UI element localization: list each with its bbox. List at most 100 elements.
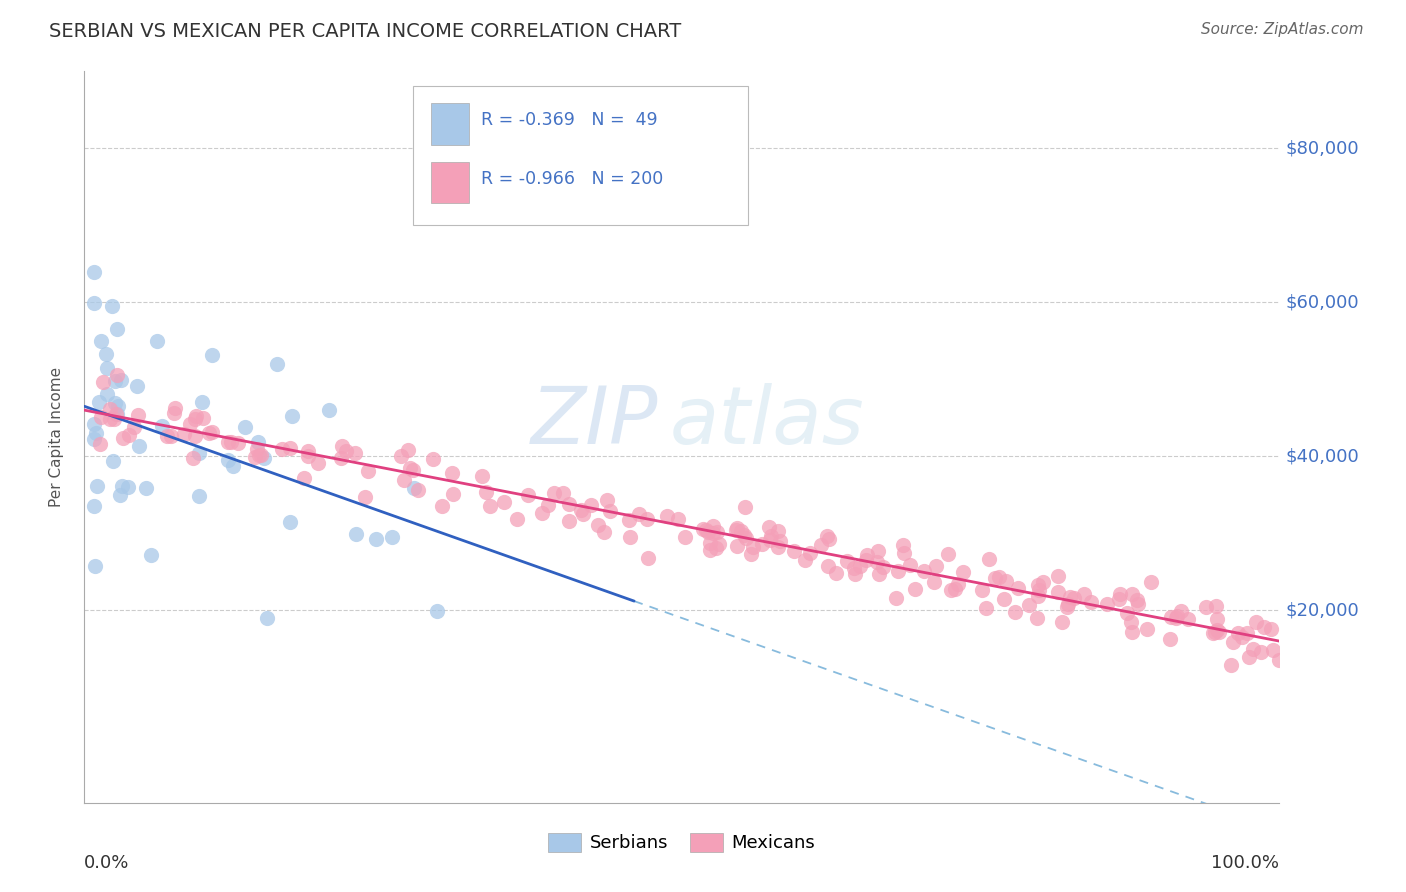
Point <box>256 611 278 625</box>
Point <box>366 532 388 546</box>
Text: $60,000: $60,000 <box>1285 293 1360 311</box>
Point <box>856 548 879 562</box>
Point <box>235 420 257 434</box>
Point <box>637 551 659 566</box>
Point <box>571 502 593 516</box>
Point <box>160 428 183 442</box>
Point <box>725 521 748 535</box>
Point <box>941 583 963 598</box>
Point <box>91 375 114 389</box>
Point <box>987 570 1010 584</box>
Point <box>516 488 538 502</box>
Text: atlas: atlas <box>671 384 865 461</box>
Point <box>181 451 204 466</box>
Point <box>849 558 872 573</box>
Point <box>1206 624 1229 638</box>
Point <box>201 425 224 439</box>
Point <box>900 558 922 572</box>
Point <box>1208 625 1230 640</box>
Point <box>297 449 319 463</box>
Point <box>89 395 111 409</box>
Point <box>83 296 105 310</box>
Point <box>799 546 821 560</box>
Point <box>1059 590 1081 604</box>
Point <box>551 486 574 500</box>
Point <box>110 373 132 387</box>
Legend: Serbians, Mexicans: Serbians, Mexicans <box>541 826 823 860</box>
Point <box>702 519 724 533</box>
Point <box>1032 574 1054 589</box>
Point <box>103 374 125 388</box>
Point <box>995 574 1018 589</box>
Point <box>1205 599 1227 614</box>
Point <box>430 499 453 513</box>
Point <box>280 442 302 456</box>
Point <box>222 458 245 473</box>
Point <box>83 417 105 432</box>
Point <box>1126 597 1149 611</box>
Point <box>479 500 502 514</box>
Point <box>977 551 1000 566</box>
Point <box>1236 626 1258 640</box>
Point <box>1237 649 1260 664</box>
Point <box>543 486 565 500</box>
Point <box>537 499 560 513</box>
Point <box>318 403 340 417</box>
Point <box>86 478 108 492</box>
Text: 0.0%: 0.0% <box>84 854 129 872</box>
Point <box>441 487 464 501</box>
Point <box>596 493 619 508</box>
Point <box>101 453 124 467</box>
Point <box>184 409 207 423</box>
Point <box>1121 624 1143 639</box>
Point <box>163 406 186 420</box>
Point <box>90 409 112 424</box>
Point <box>98 402 121 417</box>
Point <box>217 435 239 450</box>
Point <box>156 428 179 442</box>
Point <box>1261 642 1284 657</box>
Point <box>872 559 894 574</box>
Point <box>1166 611 1188 625</box>
Point <box>246 442 269 457</box>
Point <box>494 494 516 508</box>
Point <box>740 548 762 562</box>
Point <box>335 443 357 458</box>
Point <box>184 412 207 426</box>
Point <box>1125 593 1147 607</box>
Point <box>1136 622 1159 636</box>
Point <box>794 552 817 566</box>
Point <box>759 529 782 543</box>
Point <box>984 571 1007 585</box>
Point <box>699 535 721 549</box>
Point <box>1057 598 1080 612</box>
Point <box>699 543 721 558</box>
Point <box>128 438 150 452</box>
Y-axis label: Per Capita Income: Per Capita Income <box>49 367 63 508</box>
Point <box>266 357 288 371</box>
Point <box>1004 605 1026 619</box>
Point <box>1195 600 1218 615</box>
Point <box>666 512 689 526</box>
Point <box>844 566 866 581</box>
Point <box>912 564 935 578</box>
Point <box>1268 653 1291 667</box>
Point <box>398 461 420 475</box>
Point <box>292 471 315 485</box>
Point <box>96 386 118 401</box>
Point <box>1080 595 1102 609</box>
Point <box>226 436 249 450</box>
Point <box>278 515 301 529</box>
Point <box>586 517 609 532</box>
Point <box>1108 592 1130 607</box>
Point <box>766 540 789 554</box>
Point <box>179 417 201 432</box>
Point <box>250 448 273 462</box>
Text: Source: ZipAtlas.com: Source: ZipAtlas.com <box>1201 22 1364 37</box>
Text: $20,000: $20,000 <box>1285 601 1360 619</box>
Point <box>354 490 377 504</box>
Point <box>122 420 145 434</box>
Text: $80,000: $80,000 <box>1285 139 1360 157</box>
Point <box>835 554 858 568</box>
Point <box>139 548 162 562</box>
